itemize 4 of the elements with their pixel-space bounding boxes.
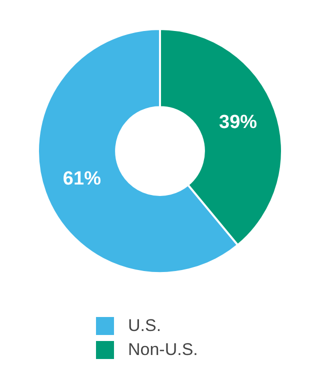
legend-label: U.S. (128, 316, 162, 336)
data-label: 61% (62, 168, 102, 190)
data-label: 39% (219, 112, 258, 134)
legend-label: Non-U.S. (128, 340, 198, 360)
